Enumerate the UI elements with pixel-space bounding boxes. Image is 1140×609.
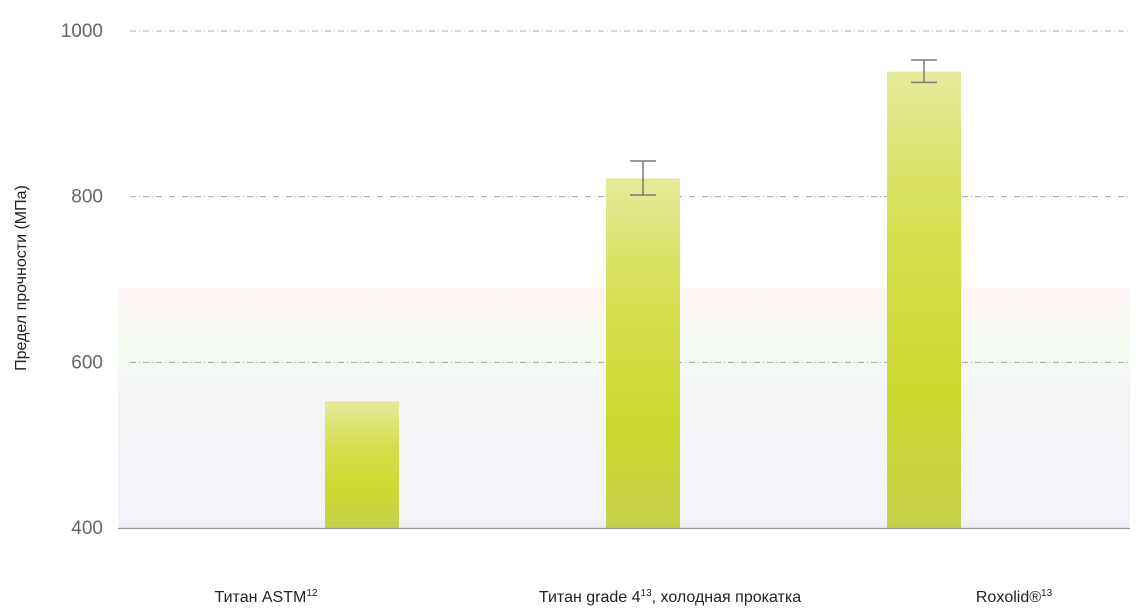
x-category-label-2: Roxolid®13 (976, 588, 1052, 607)
y-tick-label-3: 1000 (61, 21, 103, 42)
bar-1 (606, 178, 680, 528)
x-category-suffix-1: , холодная прокатка (651, 589, 802, 606)
y-tick-label-0: 400 (71, 518, 103, 539)
bar-2 (887, 71, 961, 529)
y-axis-label-wrap: Предел прочности (МПа) (10, 0, 34, 609)
x-category-text-1: Титан grade 4 (538, 589, 641, 606)
y-tick-label-1: 600 (71, 352, 103, 373)
x-category-sup-0: 12 (306, 588, 318, 599)
x-category-text-0: Титан ASTM (214, 589, 307, 606)
bars (325, 71, 961, 529)
y-tick-label-2: 800 (71, 187, 103, 208)
y-tick-labels: 400 600 800 1000 (61, 21, 103, 539)
x-category-sup-1: 13 (640, 588, 652, 599)
y-axis-label: Предел прочности (МПа) (13, 185, 30, 371)
bar-0 (325, 401, 399, 528)
error-bars (630, 59, 937, 196)
x-category-label-0: Титан ASTM12 (215, 588, 318, 607)
x-category-sup-2: 13 (1041, 588, 1053, 599)
x-category-text-2: Roxolid® (975, 589, 1042, 606)
x-category-label-1: Титан grade 413, холодная прокатка (539, 588, 801, 607)
